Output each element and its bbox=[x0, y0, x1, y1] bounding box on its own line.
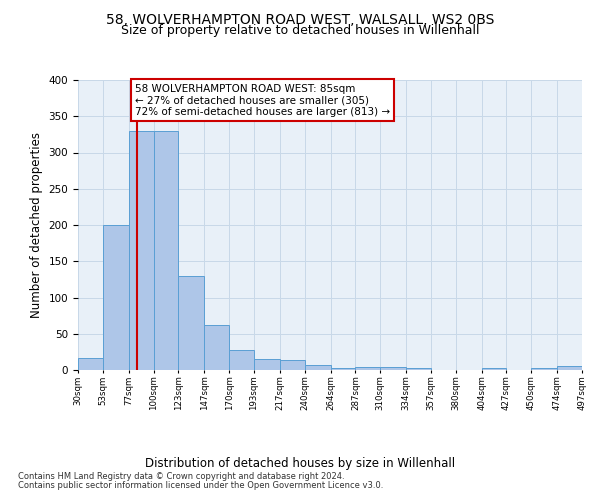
Text: Contains public sector information licensed under the Open Government Licence v3: Contains public sector information licen… bbox=[18, 481, 383, 490]
Bar bbox=[204, 325, 229, 370]
Bar bbox=[129, 130, 154, 370]
Bar bbox=[254, 359, 280, 370]
Bar bbox=[178, 276, 204, 370]
Bar bbox=[406, 368, 431, 370]
Text: 58, WOLVERHAMPTON ROAD WEST, WALSALL, WS2 0BS: 58, WOLVERHAMPTON ROAD WEST, WALSALL, WS… bbox=[106, 12, 494, 26]
Bar bbox=[229, 350, 254, 370]
Bar bbox=[331, 368, 355, 370]
Bar bbox=[103, 225, 129, 370]
Bar bbox=[531, 368, 557, 370]
Text: Size of property relative to detached houses in Willenhall: Size of property relative to detached ho… bbox=[121, 24, 479, 37]
Bar bbox=[154, 130, 178, 370]
Bar bbox=[78, 358, 103, 370]
Bar bbox=[355, 367, 380, 370]
Bar bbox=[380, 367, 406, 370]
Y-axis label: Number of detached properties: Number of detached properties bbox=[30, 132, 43, 318]
Text: Contains HM Land Registry data © Crown copyright and database right 2024.: Contains HM Land Registry data © Crown c… bbox=[18, 472, 344, 481]
Bar bbox=[305, 365, 331, 370]
Text: 58 WOLVERHAMPTON ROAD WEST: 85sqm
← 27% of detached houses are smaller (305)
72%: 58 WOLVERHAMPTON ROAD WEST: 85sqm ← 27% … bbox=[135, 84, 391, 117]
Bar bbox=[482, 368, 506, 370]
Text: Distribution of detached houses by size in Willenhall: Distribution of detached houses by size … bbox=[145, 458, 455, 470]
Bar bbox=[280, 360, 305, 370]
Bar bbox=[557, 366, 582, 370]
